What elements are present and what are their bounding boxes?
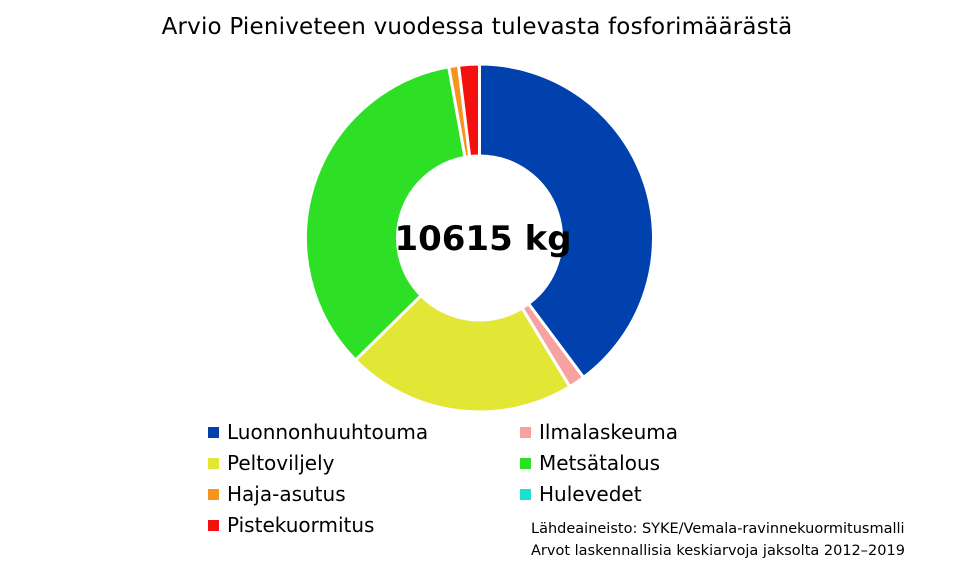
legend-swatch	[520, 457, 531, 469]
legend-label: Metsätalous	[539, 451, 661, 475]
legend-item-7: Pistekuormitus	[208, 512, 374, 538]
legend-label: Luonnonhuuhtouma	[227, 420, 429, 444]
chart-title: Arvio Pieniveteen vuodessa tulevasta fos…	[161, 14, 793, 40]
legend-swatch	[208, 457, 219, 469]
slice-luonnonhuuhtouma	[478, 62, 655, 379]
slice-pistekuormitus	[457, 62, 481, 159]
source-line-2: Arvot laskennallisia keskiarvoja jaksolt…	[531, 543, 905, 559]
slice-metsätalous	[304, 65, 467, 362]
legend-label: Hulevedet	[539, 482, 642, 506]
center-total-label: 10615 kg	[394, 219, 571, 259]
legend-item-4: Metsätalous	[520, 450, 660, 476]
slice-peltoviljely	[353, 294, 572, 414]
donut-slices	[304, 62, 655, 414]
legend-swatch	[520, 426, 531, 438]
legend-item-3: Peltoviljely	[208, 450, 335, 476]
legend-swatch	[520, 488, 531, 500]
legend-item-6: Hulevedet	[520, 481, 642, 507]
source-line-1: Lähdeaineisto: SYKE/Vemala-ravinnekuormi…	[531, 521, 905, 537]
legend-swatch	[208, 519, 219, 531]
legend-label: Pistekuormitus	[227, 513, 375, 537]
legend-item-5: Haja-asutus	[208, 481, 346, 507]
legend-label: Peltoviljely	[227, 451, 335, 475]
legend-swatch	[208, 488, 219, 500]
legend-item-2: Ilmalaskeuma	[520, 419, 678, 445]
legend-label: Ilmalaskeuma	[539, 420, 679, 444]
legend-item-1: Luonnonhuuhtouma	[208, 419, 428, 445]
legend-swatch	[208, 426, 219, 438]
legend-label: Haja-asutus	[227, 482, 346, 506]
source-note: Lähdeaineisto: SYKE/Vemala-ravinnekuormi…	[531, 518, 905, 562]
